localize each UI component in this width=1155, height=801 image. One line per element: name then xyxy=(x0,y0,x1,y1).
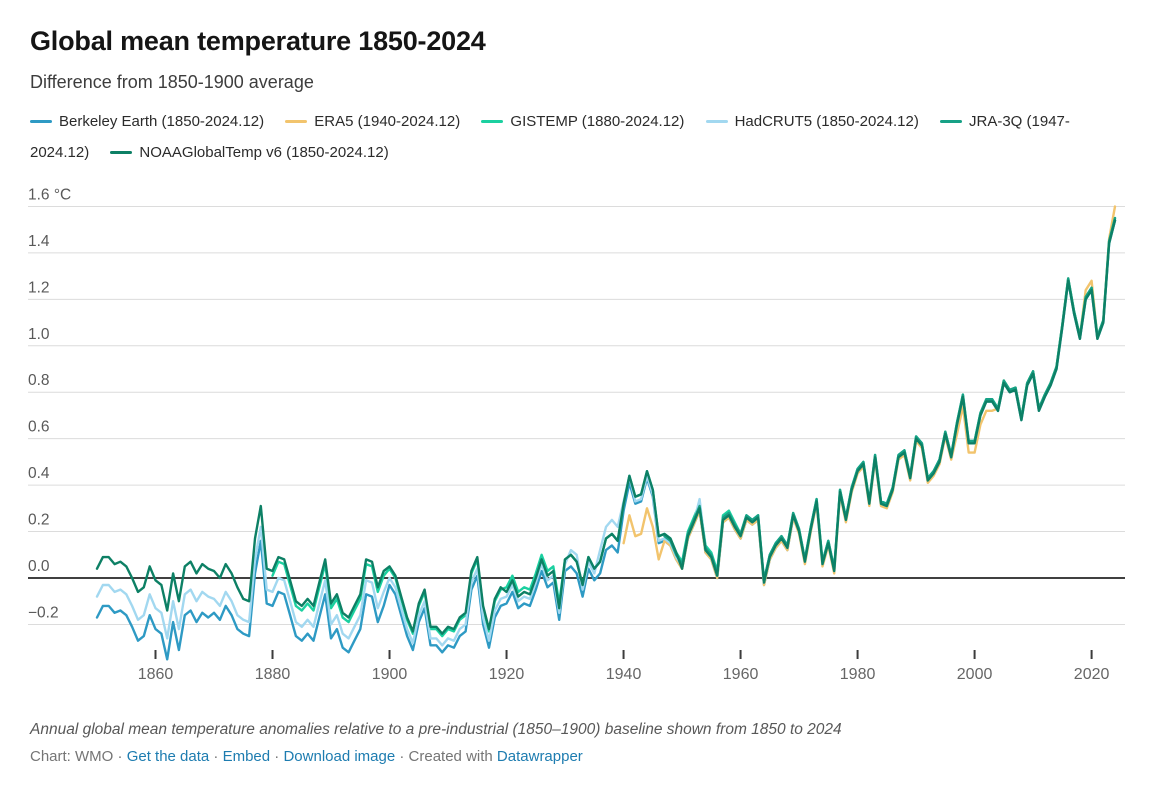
y-axis-tick-label: 1.4 xyxy=(28,233,50,250)
legend-label: GISTEMP (1880-2024.12) xyxy=(510,113,685,130)
chart-note: Annual global mean temperature anomalies… xyxy=(30,721,842,738)
x-axis-tick-label: 1960 xyxy=(723,666,759,683)
legend-swatch xyxy=(110,150,133,154)
legend-label: JRA-3Q (1947-2024.12) xyxy=(30,113,1070,161)
credit-separator: · xyxy=(113,748,127,765)
get-the-data-link[interactable]: Get the data xyxy=(126,748,210,765)
chart-credits: Chart: WMO · Get the data · Embed · Down… xyxy=(30,748,1125,765)
chart-line-noaa-globaltemp-v6 xyxy=(95,219,1117,635)
x-axis-tick-label: 1940 xyxy=(606,666,642,683)
legend-label: Berkeley Earth (1850-2024.12) xyxy=(59,113,265,130)
x-axis-tick-label: 1900 xyxy=(372,666,408,683)
legend-label: NOAAGlobalTemp v6 (1850-2024.12) xyxy=(139,144,389,161)
legend-item-era5: ERA5 (1940-2024.12) xyxy=(285,113,460,130)
credit-separator: · xyxy=(270,748,284,765)
created-with-label: · Created with xyxy=(395,748,497,765)
credit-source: Chart: WMO xyxy=(30,748,114,765)
y-axis-tick-label: 0.4 xyxy=(28,465,50,482)
legend-swatch xyxy=(30,119,52,123)
legend-item-noaa-globaltemp-v6: NOAAGlobalTemp v6 (1850-2024.12) xyxy=(110,144,389,161)
x-axis-tick-label: 1860 xyxy=(138,666,174,683)
y-axis-tick-label: 0.8 xyxy=(28,372,50,389)
credit-separator: · xyxy=(209,748,223,765)
y-axis-tick-label: 0.2 xyxy=(28,512,50,529)
legend-swatch xyxy=(705,119,728,123)
y-axis-tick-label: −0.2 xyxy=(28,604,59,621)
x-axis-tick-label: 1880 xyxy=(255,666,291,683)
legend-item-jra-3q: JRA-3Q (1947-2024.12) xyxy=(30,113,1070,161)
legend-item-hadcrut5: HadCRUT5 (1850-2024.12) xyxy=(705,113,919,130)
y-axis-tick-label: 0.6 xyxy=(28,419,50,436)
embed-link[interactable]: Embed xyxy=(222,748,271,765)
y-axis-tick-label: 1.2 xyxy=(28,279,50,296)
x-axis-tick-label: 1920 xyxy=(489,666,525,683)
legend-label: HadCRUT5 (1850-2024.12) xyxy=(734,113,919,130)
x-axis-tick-label: 1980 xyxy=(840,666,876,683)
legend-swatch xyxy=(940,119,962,123)
legend-swatch xyxy=(481,119,504,123)
y-axis-tick-label: 0.0 xyxy=(28,558,50,575)
page-title: Global mean temperature 1850-2024 xyxy=(30,26,486,56)
chart-line-era5 xyxy=(622,205,1117,587)
legend-item-berkeley-earth: Berkeley Earth (1850-2024.12) xyxy=(30,113,264,130)
legend: Berkeley Earth (1850-2024.12) ERA5 (1940… xyxy=(30,106,1125,168)
legend-item-gistemp: GISTEMP (1880-2024.12) xyxy=(481,113,684,130)
y-axis-tick-label: 1.6 °C xyxy=(28,186,71,203)
legend-label: ERA5 (1940-2024.12) xyxy=(314,113,461,130)
chart-line-gistemp xyxy=(271,216,1117,638)
temperature-line-chart: 1.6 °C 1.4 1.2 1.0 0.8 0.6 0.4 0.2 0.0 −0.2 1860 18… xyxy=(28,186,1125,683)
chart-subtitle: Difference from 1850-1900 average xyxy=(30,72,314,92)
download-image-link[interactable]: Download image xyxy=(283,748,396,765)
legend-swatch xyxy=(285,119,308,123)
x-axis-tick-label: 2000 xyxy=(957,666,993,683)
x-axis-tick-label: 2020 xyxy=(1074,666,1110,683)
datawrapper-link[interactable]: Datawrapper xyxy=(496,748,583,765)
y-axis-tick-label: 1.0 xyxy=(28,326,50,343)
chart-line-hadcrut5 xyxy=(95,219,1117,647)
